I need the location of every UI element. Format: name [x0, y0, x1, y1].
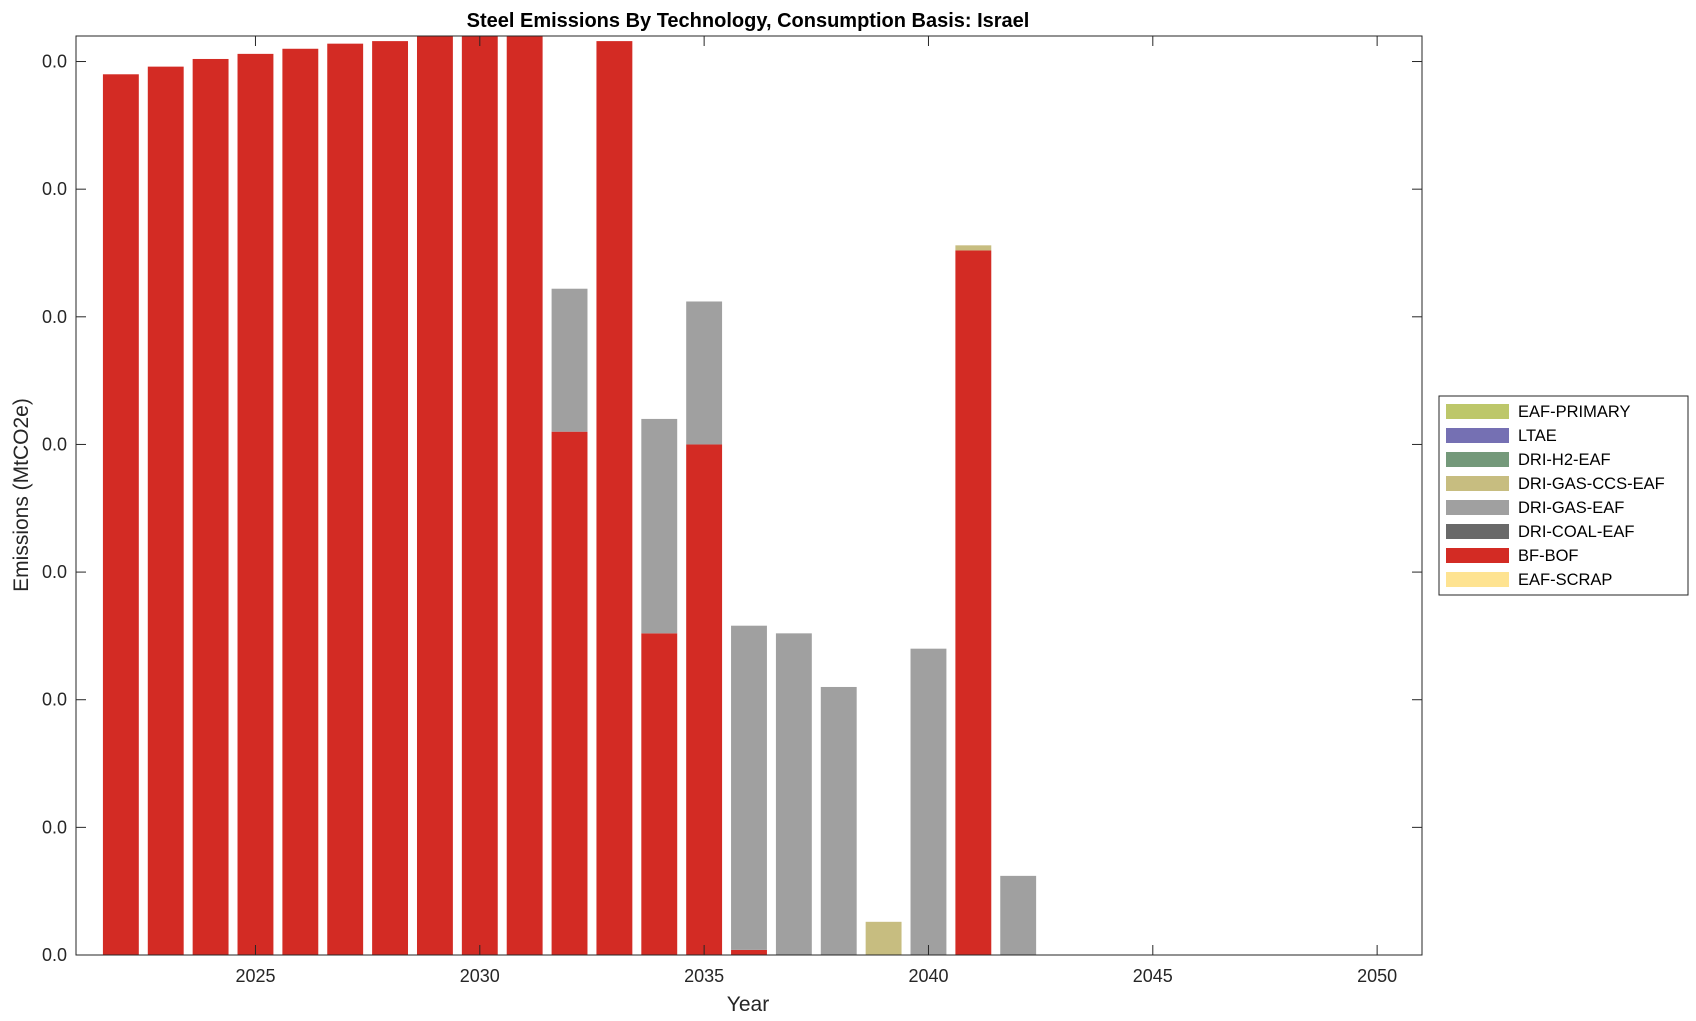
- legend-swatch-dri-gas-eaf: [1446, 500, 1509, 515]
- bar-bf-bof-2028: [372, 41, 409, 956]
- bar-bf-bof-2033: [596, 41, 633, 956]
- bar-bf-bof-2029: [416, 36, 453, 955]
- legend-label-eaf-primary: EAF-PRIMARY: [1518, 403, 1630, 421]
- bar-dri-gas-ccs-eaf-2041: [955, 245, 992, 251]
- y-axis-label: Emissions (MtCO2e): [10, 398, 33, 592]
- chart-title: Steel Emissions By Technology, Consumpti…: [467, 10, 1030, 32]
- bar-bf-bof-2023: [147, 66, 184, 955]
- legend-label-dri-gas-ccs-eaf: DRI-GAS-CCS-EAF: [1518, 475, 1665, 493]
- bar-bf-bof-2031: [506, 36, 543, 955]
- bar-bf-bof-2025: [237, 53, 274, 956]
- bar-bf-bof-2034: [641, 633, 678, 955]
- x-tick-label: 2025: [235, 966, 275, 986]
- legend-swatch-dri-h2-eaf: [1446, 452, 1509, 467]
- x-tick-label: 2050: [1357, 966, 1397, 986]
- bar-bf-bof-2035: [686, 444, 723, 955]
- legend-label-bf-bof: BF-BOF: [1518, 547, 1579, 565]
- bar-dri-gas-eaf-2042: [1000, 875, 1037, 955]
- bar-bf-bof-2036: [731, 949, 767, 955]
- bar-dri-gas-eaf-2034: [641, 418, 678, 634]
- bar-bf-bof-2026: [282, 48, 319, 955]
- legend-swatch-dri-gas-ccs-eaf: [1446, 476, 1509, 491]
- bar-bf-bof-2032: [551, 431, 588, 955]
- legend-box: [1438, 395, 1689, 596]
- bar-dri-gas-eaf-2040: [910, 648, 947, 955]
- legend-label-dri-gas-eaf: DRI-GAS-EAF: [1518, 499, 1624, 517]
- bar-bf-bof-2030: [461, 36, 498, 955]
- legend-swatch-eaf-scrap: [1446, 572, 1509, 587]
- bar-dri-gas-ccs-eaf-2039: [865, 921, 902, 955]
- legend-swatch-eaf-primary: [1446, 404, 1509, 419]
- x-axis-ticks: 2025 2030 2035 2040 2045 2050: [235, 36, 1397, 986]
- bar-bf-bof-2024: [192, 58, 229, 956]
- y-axis-ticks: 0.0 0.0 0.0 0.0 0.0 0.0 0.0 0.0: [42, 52, 1422, 965]
- x-tick-label: 2030: [460, 966, 500, 986]
- y-tick-label: 0.0: [42, 179, 67, 199]
- bar-bf-bof-2027: [327, 43, 364, 956]
- x-tick-label: 2045: [1133, 966, 1173, 986]
- bar-dri-gas-eaf-2038: [820, 686, 857, 955]
- legend-swatch-ltae: [1446, 428, 1509, 443]
- legend-swatch-dri-coal-eaf: [1446, 524, 1509, 539]
- y-tick-label: 0.0: [42, 52, 67, 72]
- y-tick-label: 0.0: [42, 562, 67, 582]
- legend-label-dri-coal-eaf: DRI-COAL-EAF: [1518, 523, 1634, 541]
- bar-dri-gas-eaf-2032: [551, 288, 588, 432]
- legend-label-ltae: LTAE: [1518, 427, 1557, 445]
- bar-dri-gas-eaf-2037: [775, 633, 812, 955]
- y-tick-label: 0.0: [42, 945, 67, 965]
- legend-label-eaf-scrap: EAF-SCRAP: [1518, 571, 1612, 589]
- bar-bf-bof-2041: [955, 250, 992, 955]
- plot-area-frame: [75, 35, 1423, 956]
- bars-group: [102, 36, 1037, 956]
- x-tick-label: 2035: [684, 966, 724, 986]
- y-tick-label: 0.0: [42, 434, 67, 454]
- y-tick-label: 0.0: [42, 307, 67, 327]
- y-tick-label: 0.0: [42, 817, 67, 837]
- x-axis-label: Year: [727, 993, 769, 1016]
- x-tick-label: 2040: [908, 966, 948, 986]
- legend: EAF-PRIMARY LTAE DRI-H2-EAF DRI-GAS-CCS-EAF…: [1438, 395, 1689, 596]
- bar-dri-gas-eaf-2036: [731, 625, 767, 950]
- y-tick-label: 0.0: [42, 690, 67, 710]
- legend-label-dri-h2-eaf: DRI-H2-EAF: [1518, 451, 1611, 469]
- legend-swatch-bf-bof: [1446, 548, 1509, 563]
- bar-bf-bof-2022: [102, 74, 139, 956]
- bar-dri-gas-eaf-2035: [686, 301, 723, 445]
